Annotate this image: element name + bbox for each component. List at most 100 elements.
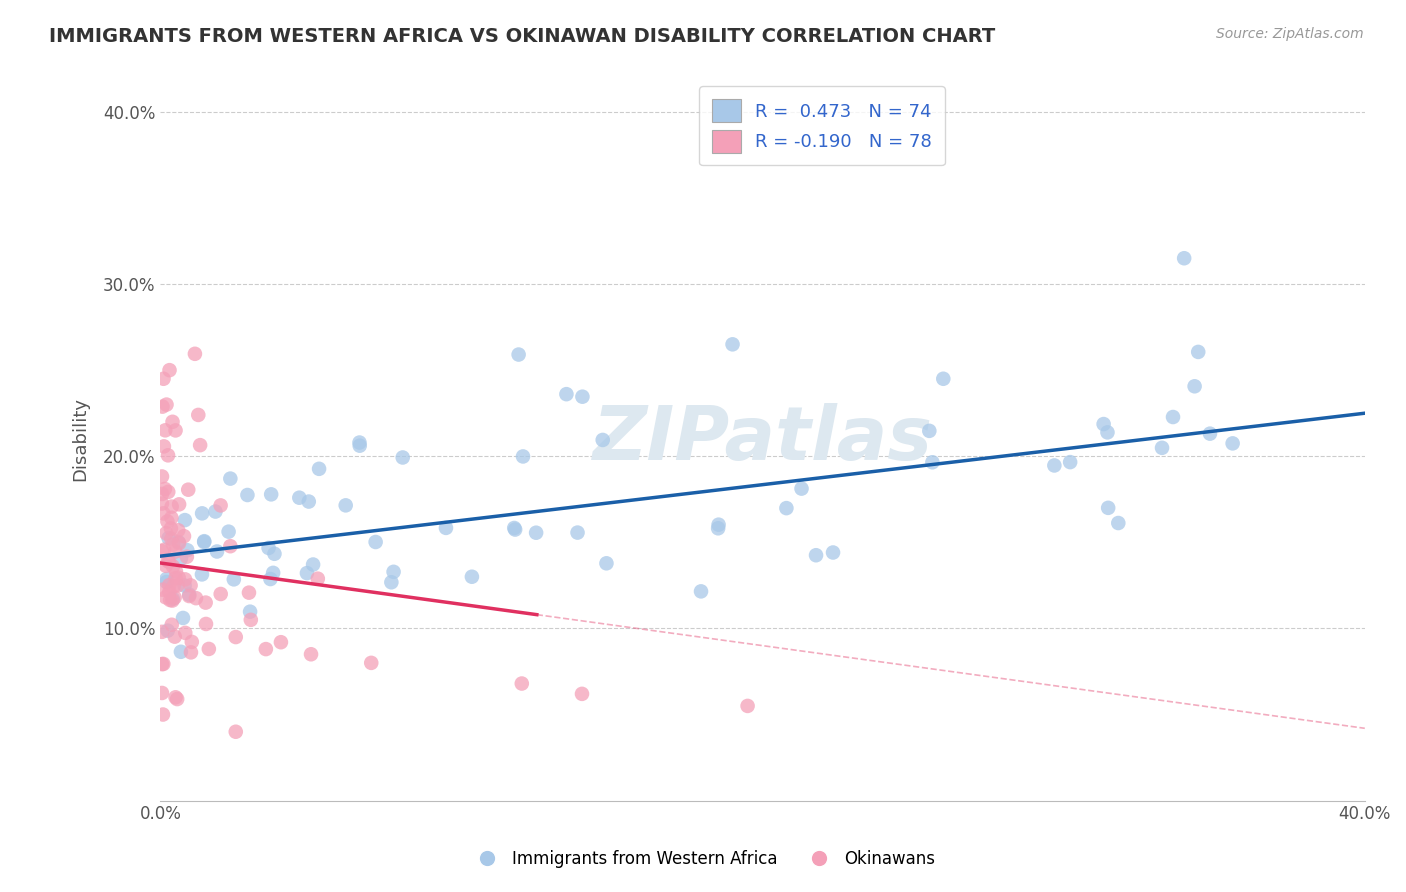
Point (302, 558, 325, 572)
Point (160, 521, 183, 535)
Point (184, 347, 207, 361)
Point (157, 555, 180, 569)
Point (918, 424, 941, 438)
Point (567, 525, 589, 540)
Point (170, 551, 193, 566)
Point (172, 611, 194, 625)
Point (173, 529, 195, 543)
Point (162, 559, 184, 574)
Point (150, 624, 173, 639)
Point (160, 532, 183, 546)
Point (1043, 458, 1066, 473)
Point (263, 547, 285, 561)
Point (167, 571, 190, 585)
Point (162, 538, 184, 552)
Text: IMMIGRANTS FROM WESTERN AFRICA VS OKINAWAN DISABILITY CORRELATION CHART: IMMIGRANTS FROM WESTERN AFRICA VS OKINAW… (49, 27, 995, 45)
Point (166, 578, 188, 592)
Point (160, 500, 183, 514)
Point (219, 472, 242, 486)
Point (156, 624, 179, 638)
Point (259, 572, 281, 586)
Point (167, 497, 190, 511)
Point (707, 517, 730, 532)
Point (821, 545, 844, 559)
Point (170, 645, 193, 659)
Point (165, 571, 187, 585)
Point (176, 543, 198, 558)
Point (157, 448, 180, 462)
Point (921, 455, 943, 469)
Point (298, 494, 321, 508)
Point (195, 617, 218, 632)
Point (209, 499, 232, 513)
Point (349, 439, 371, 453)
Point (156, 554, 179, 568)
Legend: Immigrants from Western Africa, Okinawans: Immigrants from Western Africa, Okinawan… (464, 844, 942, 875)
Point (152, 707, 174, 722)
Text: Source: ZipAtlas.com: Source: ZipAtlas.com (1216, 27, 1364, 41)
Point (1097, 500, 1119, 515)
Point (1222, 436, 1244, 450)
Point (150, 657, 173, 672)
Point (155, 558, 177, 573)
Point (150, 544, 173, 558)
Point (152, 372, 174, 386)
Point (335, 499, 357, 513)
Point (180, 578, 202, 592)
Point (225, 724, 247, 739)
Point (1173, 252, 1195, 266)
Point (155, 574, 177, 589)
Point (167, 523, 190, 537)
Point (254, 642, 277, 657)
Point (508, 347, 530, 361)
Point (360, 656, 382, 670)
Point (299, 647, 322, 661)
Point (193, 535, 215, 549)
Point (932, 372, 955, 386)
Point (176, 549, 198, 564)
Point (571, 687, 593, 701)
Point (1184, 379, 1206, 393)
Point (707, 521, 730, 535)
Point (349, 435, 371, 450)
Point (209, 587, 232, 601)
Point (592, 433, 614, 447)
Point (165, 544, 187, 558)
Point (191, 567, 214, 582)
Point (391, 450, 413, 465)
Point (167, 536, 190, 550)
Point (152, 507, 174, 521)
Point (295, 566, 318, 580)
Point (188, 438, 211, 452)
Point (150, 497, 173, 511)
Point (1161, 410, 1184, 425)
Point (461, 570, 484, 584)
Point (173, 578, 195, 592)
Point (238, 585, 260, 599)
Point (155, 423, 177, 437)
Point (193, 534, 215, 549)
Point (167, 535, 190, 549)
Point (308, 462, 330, 476)
Point (239, 605, 262, 619)
Point (555, 387, 578, 401)
Point (165, 564, 187, 578)
Point (382, 565, 405, 579)
Point (198, 642, 221, 657)
Point (239, 613, 262, 627)
Point (177, 483, 200, 497)
Point (179, 588, 201, 602)
Point (191, 507, 214, 521)
Point (155, 591, 177, 605)
Y-axis label: Disability: Disability (72, 397, 89, 481)
Point (163, 630, 186, 644)
Point (804, 548, 827, 562)
Point (152, 657, 174, 671)
Point (1097, 425, 1119, 440)
Point (503, 521, 526, 535)
Point (218, 524, 240, 539)
Point (159, 593, 181, 607)
Point (152, 582, 174, 597)
Point (503, 523, 526, 537)
Point (205, 544, 228, 558)
